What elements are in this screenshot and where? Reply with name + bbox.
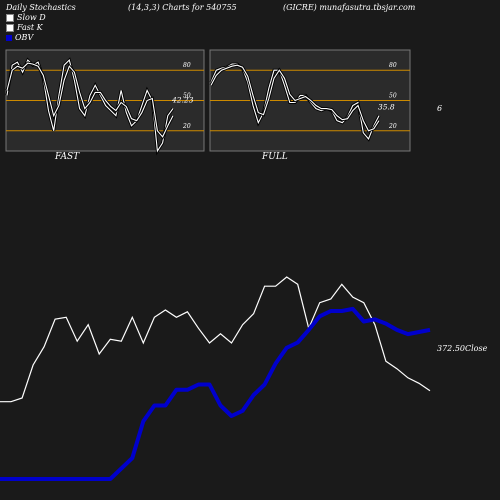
full-last-value: 35.8 [378, 103, 395, 112]
legend-item-fast-k: Fast K [6, 23, 43, 32]
legend-label-obv: OBV [15, 33, 34, 42]
chart-params: (14,3,3) Charts for 540755 [128, 3, 237, 12]
full-ytick: 20 [388, 123, 397, 130]
close-price-line [0, 276, 431, 403]
legend-label-slow-d: Slow D [17, 13, 46, 22]
legend-label-fast-k: Fast K [17, 23, 43, 32]
chart-title: Daily Stochastics [6, 3, 76, 12]
full-series-full-d [210, 64, 380, 132]
full-panel-label: FULL [262, 152, 288, 162]
fast-series-slow-d [6, 62, 174, 138]
fast-last-value: 42.23 [171, 96, 194, 105]
obv-line [0, 306, 431, 481]
chart-source: (GICRE) munafasutra.tbsjar.com [283, 3, 416, 12]
full-ytick: 50 [389, 93, 397, 100]
legend-item-obv: OBV [6, 33, 33, 42]
fast-panel-label: FAST [55, 152, 80, 162]
slow-d-swatch [6, 14, 14, 22]
stray-label: 6 [437, 104, 443, 113]
close-last-label: 372.50Close [437, 344, 488, 353]
full-ytick: 80 [389, 62, 397, 69]
fast-ytick: 50 [183, 93, 191, 100]
fast-ytick: 80 [183, 62, 191, 69]
obv-swatch [6, 35, 12, 41]
legend-item-slow-d: Slow D [6, 13, 46, 22]
fast-k-swatch [6, 24, 14, 32]
fast-ytick: 20 [182, 123, 191, 130]
